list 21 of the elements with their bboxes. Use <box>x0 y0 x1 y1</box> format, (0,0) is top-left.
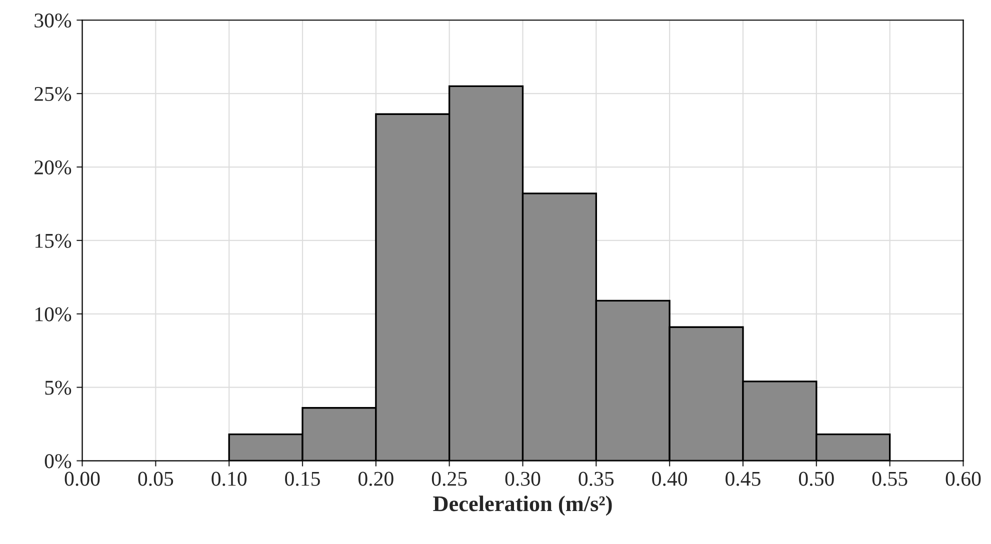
y-tick-label: 0% <box>44 454 72 468</box>
x-tick-label: 0.40 <box>652 472 688 486</box>
y-tick-label: 5% <box>45 380 72 395</box>
x-tick-label: 0.60 <box>946 472 981 486</box>
x-axis-title: Deceleration (m/s²) <box>433 496 612 516</box>
y-tick-label: 30% <box>34 14 72 28</box>
x-tick-label: 0.00 <box>64 472 100 486</box>
x-tick-label: 0.05 <box>138 472 174 486</box>
x-tick-label: 0.30 <box>505 472 540 486</box>
x-tick-label: 0.20 <box>358 472 394 486</box>
x-tick-label: 0.10 <box>212 472 247 486</box>
x-tick-label: 0.55 <box>872 472 908 486</box>
y-tick-label: 15% <box>35 234 72 248</box>
x-tick-label: 0.35 <box>578 472 614 486</box>
y-tick-label: 20% <box>34 160 72 175</box>
x-tick-label: 0.15 <box>285 472 320 486</box>
x-tick-label: 0.25 <box>432 472 467 486</box>
y-tick-label: 25% <box>34 86 72 102</box>
x-tick-label: 0.45 <box>726 472 760 486</box>
x-tick-label: 0.50 <box>798 472 834 486</box>
y-tick-label: 10% <box>35 307 72 322</box>
